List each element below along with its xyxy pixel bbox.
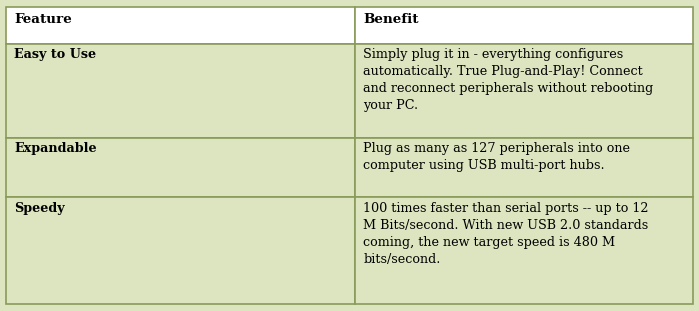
- Bar: [6, 138, 355, 197]
- Bar: [355, 197, 693, 304]
- Text: Feature: Feature: [14, 13, 72, 26]
- Text: 100 times faster than serial ports -- up to 12
M Bits/second. With new USB 2.0 s: 100 times faster than serial ports -- up…: [363, 202, 649, 266]
- Text: Speedy: Speedy: [14, 202, 64, 215]
- Bar: [355, 7, 693, 44]
- Bar: [355, 138, 693, 197]
- Bar: [6, 44, 355, 138]
- Bar: [355, 44, 693, 138]
- Text: Plug as many as 127 peripherals into one
computer using USB multi-port hubs.: Plug as many as 127 peripherals into one…: [363, 142, 630, 172]
- Bar: [6, 7, 355, 44]
- Text: Easy to Use: Easy to Use: [14, 49, 96, 62]
- Bar: [6, 197, 355, 304]
- Text: Benefit: Benefit: [363, 13, 419, 26]
- Text: Expandable: Expandable: [14, 142, 96, 155]
- Text: Simply plug it in - everything configures
automatically. True Plug-and-Play! Con: Simply plug it in - everything configure…: [363, 49, 654, 113]
